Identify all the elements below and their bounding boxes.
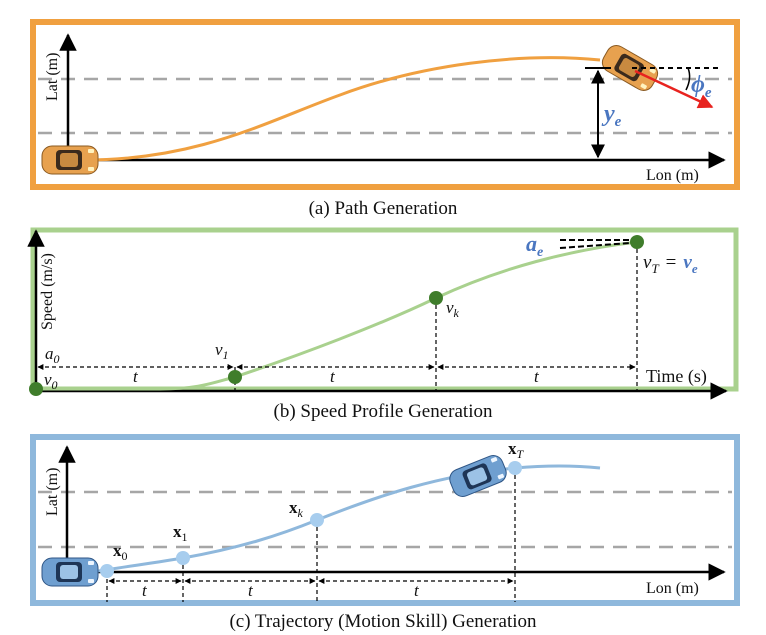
panel-a-frame <box>30 19 740 190</box>
vk-label: vk <box>446 298 460 320</box>
lon-axis-label: Lon (m) <box>646 167 699 184</box>
x0-label: x0 <box>113 541 128 563</box>
v0-label: v0 <box>44 370 58 392</box>
panel-path-generation: ϕe ye Lat (m) Lon (m) <box>30 19 740 190</box>
lon-axis-label: Lon (m) <box>646 580 699 597</box>
heading-angle-arc <box>685 67 691 91</box>
panel-c-frame <box>30 434 740 606</box>
car-start-icon <box>41 557 99 587</box>
time-axis-label: Time (s) <box>646 366 707 387</box>
v1-label: v1 <box>215 340 229 362</box>
state-point-1 <box>176 551 190 565</box>
caption-b: (b) Speed Profile Generation <box>274 401 493 422</box>
car-start-icon <box>41 145 99 175</box>
speed-axis-label: Speed (m/s) <box>39 253 56 330</box>
heading-arrow <box>634 69 714 109</box>
ae-label: ae <box>526 231 543 260</box>
speed-profile-curve <box>36 240 638 391</box>
xT-label: xT <box>508 439 525 461</box>
interval-1-label: t <box>133 367 139 386</box>
state-point-k <box>310 513 324 527</box>
caption-a: (a) Path Generation <box>309 198 458 219</box>
generated-path <box>84 56 601 162</box>
speed-point-1 <box>228 370 242 384</box>
heading-error-label: ϕe <box>691 72 712 101</box>
lat-axis-label: Lat (m) <box>44 468 61 516</box>
panel-trajectory: x0 x1 xk xT t t t Lat (m) Lon (m) <box>30 434 740 606</box>
lateral-error-label: ye <box>601 101 622 130</box>
panel-speed-profile: ae vT = ve vk v1 a0 v0 t t t Speed (m/s) T… <box>27 227 739 400</box>
state-point-T <box>508 461 522 475</box>
speed-point-k <box>429 291 443 305</box>
ae-tangent-lower <box>559 242 631 249</box>
interval-1-label: t <box>142 581 148 600</box>
panel-b-frame <box>30 227 739 392</box>
speed-point-T <box>630 235 644 249</box>
interval-2-label: t <box>330 367 336 386</box>
state-point-0 <box>100 564 114 578</box>
xk-label: xk <box>289 498 304 520</box>
vT-equation: vT = ve <box>643 252 698 276</box>
a0-label: a0 <box>45 344 60 366</box>
x1-label: x1 <box>173 522 188 544</box>
interval-2-label: t <box>248 581 254 600</box>
speed-point-0 <box>29 382 43 396</box>
lat-axis-label: Lat (m) <box>44 53 61 101</box>
interval-3-label: t <box>534 367 540 386</box>
interval-3-label: t <box>414 581 420 600</box>
caption-c: (c) Trajectory (Motion Skill) Generation <box>229 611 537 632</box>
trajectory-curve <box>91 464 601 574</box>
